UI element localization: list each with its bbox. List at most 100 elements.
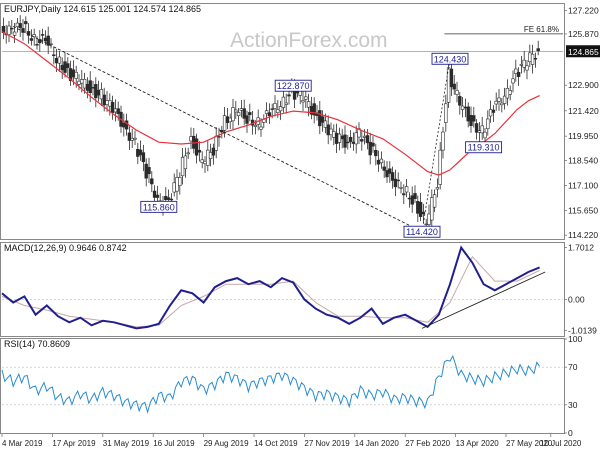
x-tick-label: 31 May 2019 (103, 439, 150, 448)
candle-body (519, 63, 524, 66)
candle-body (24, 21, 28, 25)
candle-body (491, 109, 496, 113)
candle-body (152, 190, 157, 198)
x-tick-label: 4 Mar 2019 (2, 439, 43, 448)
macd-panel-frame (0, 242, 565, 337)
price-y-tick-label: 125.870 (568, 29, 599, 39)
candle-body (483, 131, 487, 139)
candle-body (326, 124, 330, 136)
candle-body (418, 201, 423, 217)
candle-body (441, 131, 445, 151)
candle-body (110, 101, 115, 113)
candle-body (368, 141, 372, 156)
price-level-label-box (140, 200, 178, 213)
price-y-tick-label: 122.900 (568, 80, 599, 90)
candle-body (511, 78, 515, 84)
rsi-panel-title: RSI(14) 70.8609 (4, 339, 70, 349)
candle-body (253, 125, 258, 127)
candle-body (365, 135, 370, 144)
candle-body (528, 52, 532, 63)
macd-main-line (1, 245, 540, 330)
price-y-tick-label: 115.650 (568, 205, 598, 215)
candle-body (231, 107, 235, 122)
macd-panel: MACD(12,26,9) 0.9646 0.8742 1.7012 0.00 -1… (0, 242, 597, 337)
candle-body (421, 211, 426, 215)
rsi-series (1, 354, 563, 415)
candle-body (248, 112, 252, 116)
candle-body (348, 136, 353, 142)
candle-body (472, 115, 476, 122)
candle-body (138, 149, 143, 156)
macd-y-tick-label: 0.00 (568, 294, 585, 304)
macd-y-tick-label: -1.0139 (568, 325, 597, 335)
candle-body (304, 96, 308, 100)
candle-body (323, 120, 328, 128)
rsi-y-tick-label: 70 (568, 362, 578, 372)
candle-body (96, 89, 101, 96)
candle-body (32, 34, 36, 38)
candle-body (379, 158, 384, 164)
candle-body (382, 166, 386, 171)
rsi-y-tick-label: 0 (568, 428, 573, 438)
candle-body (102, 94, 106, 106)
candle-body (225, 116, 230, 124)
macd-y-tick-label: 1.7012 (568, 243, 594, 253)
candle-body (206, 149, 210, 166)
price-level-label-box (274, 79, 312, 92)
candle-body (393, 178, 398, 188)
candle-body (264, 110, 269, 114)
candle-body (63, 61, 67, 73)
candle-body (360, 139, 364, 142)
price-y-tick-label: 114.220 (568, 230, 598, 240)
candle-body (427, 213, 431, 225)
candle-body (18, 23, 22, 28)
candle-body (66, 63, 70, 68)
price-level-label: 124.430 (434, 54, 467, 64)
candle-body (267, 112, 272, 116)
candle-body (407, 197, 412, 200)
candle-body (46, 35, 50, 46)
candle-body (449, 68, 454, 88)
price-series: FE 61.8% 124.430 122.870 119.310 115.860 114.… (1, 15, 563, 238)
candle-body (444, 103, 448, 123)
candle-body (455, 90, 459, 95)
candle-body (522, 59, 526, 68)
candle-body (416, 201, 420, 214)
candle-body (91, 87, 95, 89)
x-tick-label: 13 Apr 2020 (456, 439, 500, 448)
candle-body (180, 157, 185, 177)
candle-body (208, 152, 213, 159)
candle-body (320, 116, 325, 123)
price-y-axis: 127.220 125.870 124.865 122.900 121.420 119.9… (564, 6, 600, 240)
candle-body (474, 123, 479, 133)
candle-body (10, 27, 14, 30)
candle-body (463, 106, 468, 109)
x-tick-label: 29 Aug 2019 (204, 439, 249, 448)
candle-body (516, 71, 521, 77)
candle-body (144, 163, 148, 179)
last-price-value: 124.865 (568, 47, 599, 57)
price-projection-line (421, 58, 451, 232)
candle-body (183, 155, 188, 170)
candle-body (136, 148, 140, 157)
rsi-y-tick-label: 30 (568, 400, 578, 410)
x-tick-label: 16 Jul 2019 (153, 439, 195, 448)
x-tick-label: 14 Oct 2019 (254, 439, 298, 448)
price-level-label-box (431, 52, 469, 65)
candle-body (38, 39, 42, 44)
candle-body (452, 83, 456, 90)
candle-body (189, 136, 193, 142)
candle-body (57, 56, 62, 64)
candle-body (214, 135, 218, 151)
candle-body (388, 168, 392, 174)
rsi-panel-frame (0, 338, 565, 434)
candle-body (312, 103, 316, 116)
x-tick-label: 10 Jul 2020 (540, 439, 582, 448)
candle-body (396, 179, 400, 182)
candle-body (488, 109, 493, 117)
candle-body (203, 160, 207, 164)
candle-body (514, 68, 518, 74)
candle-body (337, 133, 342, 143)
candle-body (458, 96, 462, 106)
price-level-label: 122.870 (277, 81, 310, 91)
